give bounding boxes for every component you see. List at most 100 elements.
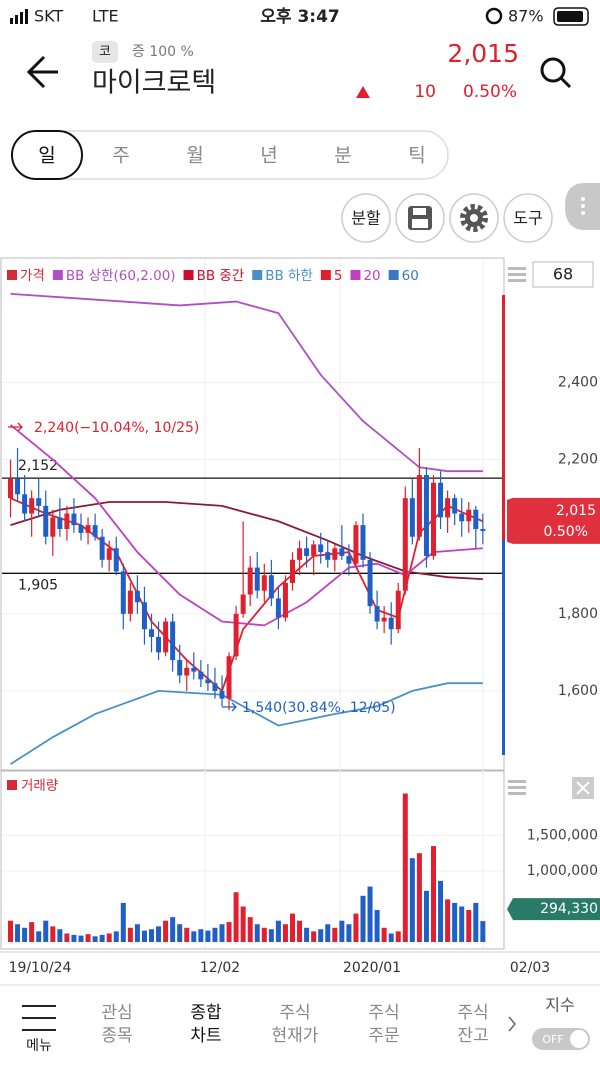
volume-bar <box>381 927 387 942</box>
nav-item[interactable]: 현재가 <box>272 1026 319 1046</box>
nav-item[interactable]: 주식 <box>368 1003 399 1023</box>
volume-bar <box>431 846 436 942</box>
candle-body <box>388 617 394 630</box>
change: 10 <box>414 82 436 102</box>
period-tab[interactable]: 틱 <box>408 145 425 167</box>
candle-body <box>127 590 133 614</box>
period-tab[interactable]: 주 <box>112 145 129 167</box>
toggle-text: OFF <box>542 1033 563 1046</box>
menu-button[interactable] <box>22 1005 56 1031</box>
annotation-arrow <box>8 422 23 432</box>
candle-body <box>452 498 458 514</box>
y-tick-label: 1,000,000 <box>527 863 598 879</box>
nav-item[interactable]: 종목 <box>101 1026 132 1046</box>
candle-body <box>332 548 338 560</box>
period-tab[interactable]: 분 <box>334 145 351 167</box>
volume-bar <box>318 929 324 942</box>
period-tab[interactable]: 월 <box>186 145 203 167</box>
candle-body <box>304 548 310 556</box>
search-button[interactable] <box>540 57 572 89</box>
volume-bar <box>226 922 232 942</box>
nav-item[interactable]: 주식 <box>279 1003 310 1023</box>
nav-item[interactable]: 차트 <box>190 1026 221 1046</box>
nav-more[interactable] <box>508 1016 516 1032</box>
volume-bar <box>219 924 225 942</box>
gear-icon <box>460 204 488 232</box>
candle-body <box>290 559 295 583</box>
change-pct: 0.50% <box>463 82 517 102</box>
volume-bar <box>304 927 310 942</box>
legend-swatch <box>183 270 194 280</box>
nav-item[interactable]: 종합 <box>190 1003 222 1023</box>
legend-label: 60 <box>402 268 419 284</box>
legend-label: BB 하한 <box>265 268 313 284</box>
volume-bar <box>57 929 63 942</box>
volume-badge <box>507 898 600 921</box>
volume-bar <box>71 934 77 942</box>
split-button[interactable] <box>341 193 391 243</box>
volume-bar <box>134 924 140 942</box>
legend-swatch <box>7 780 17 790</box>
volume-bar <box>64 933 70 942</box>
candle-body <box>106 548 112 560</box>
candle-body <box>233 613 239 657</box>
alarm-icon <box>485 7 503 25</box>
volume-bar <box>374 910 380 942</box>
candle-body <box>170 621 176 661</box>
candle-body <box>8 478 13 499</box>
volume-bar <box>8 920 13 942</box>
candle-body <box>64 513 70 529</box>
battery-icon <box>553 7 589 26</box>
candle-body <box>205 679 211 684</box>
candle-body <box>353 525 359 564</box>
volume-bar <box>205 930 211 942</box>
candle-body <box>409 498 415 537</box>
legend-swatch <box>350 270 361 280</box>
volume-bar <box>149 929 154 942</box>
tools-button[interactable] <box>503 193 553 243</box>
tab-selected <box>11 130 83 180</box>
index-label: 지수 <box>545 996 574 1015</box>
x-tick-label: 2020/01 <box>343 960 401 976</box>
volume-bar <box>466 910 472 942</box>
panel-menu-icon[interactable] <box>508 267 526 795</box>
stock-name: 마이크로텍 <box>92 68 216 99</box>
price-range-bar <box>502 295 505 755</box>
back-button[interactable] <box>26 55 58 89</box>
volume-bar <box>395 931 401 942</box>
nav-item[interactable]: 주식 <box>457 1003 488 1023</box>
candle-body <box>325 552 331 560</box>
candle-body <box>254 567 260 591</box>
candle-body <box>156 636 162 653</box>
count-box[interactable] <box>532 261 594 288</box>
volume-bar <box>423 890 429 942</box>
x-tick-label: 12/02 <box>200 960 240 976</box>
candle-body <box>149 629 154 637</box>
candle-body <box>212 683 218 691</box>
volume-bar <box>325 924 331 942</box>
volume-bar <box>212 927 218 942</box>
nav-item[interactable]: 주문 <box>368 1026 399 1046</box>
nav-item[interactable]: 관심 <box>101 1003 132 1023</box>
volume-bar <box>240 906 246 942</box>
price: 2,015 <box>447 39 519 68</box>
candle-body <box>339 548 345 556</box>
volume-bar <box>311 931 317 942</box>
legend-label: BB 중간 <box>197 268 245 284</box>
candle-body <box>141 602 147 630</box>
candle-body <box>240 594 246 614</box>
volume-bar <box>22 927 28 942</box>
period-tab[interactable]: 년 <box>260 145 277 167</box>
period-tab[interactable]: 일 <box>38 145 55 167</box>
candle-body <box>367 559 373 607</box>
nav-item[interactable]: 잔고 <box>457 1026 488 1046</box>
volume-bar <box>332 927 338 942</box>
price-badge <box>507 497 600 544</box>
candle-body <box>71 513 77 526</box>
volume-bar <box>247 917 253 942</box>
volume-bar <box>438 880 444 942</box>
volume-bar <box>36 931 42 942</box>
candle-body <box>36 498 42 506</box>
volume-bar <box>43 920 49 942</box>
volume-bar <box>78 935 84 942</box>
